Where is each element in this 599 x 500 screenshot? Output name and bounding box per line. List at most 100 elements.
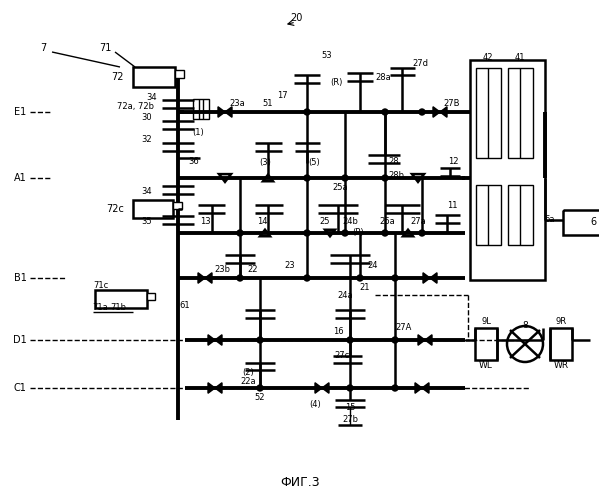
Circle shape xyxy=(382,109,388,115)
Text: (P): (P) xyxy=(352,228,364,237)
Text: 20: 20 xyxy=(290,13,302,23)
Text: 72: 72 xyxy=(111,72,124,82)
Circle shape xyxy=(347,337,353,343)
Text: 23: 23 xyxy=(285,262,295,270)
Circle shape xyxy=(392,385,398,391)
Text: 22: 22 xyxy=(248,266,258,274)
Bar xyxy=(147,293,155,300)
Text: 28b: 28b xyxy=(388,170,404,179)
Text: C1: C1 xyxy=(14,383,26,393)
Circle shape xyxy=(237,230,243,236)
Text: 16: 16 xyxy=(332,328,343,336)
Text: (3): (3) xyxy=(259,158,271,166)
Text: E1: E1 xyxy=(14,107,26,117)
Text: 72c: 72c xyxy=(106,204,124,214)
Polygon shape xyxy=(215,335,222,345)
Text: 71c: 71c xyxy=(93,282,108,290)
Text: 13: 13 xyxy=(199,218,210,226)
Polygon shape xyxy=(198,273,205,283)
Text: 32: 32 xyxy=(141,136,152,144)
Text: 53: 53 xyxy=(322,50,332,59)
Text: 72a, 72b: 72a, 72b xyxy=(117,102,154,110)
Text: 6a: 6a xyxy=(544,214,555,224)
Text: 27B: 27B xyxy=(444,100,460,108)
Circle shape xyxy=(342,175,348,181)
Bar xyxy=(173,202,182,209)
Text: A1: A1 xyxy=(14,173,26,183)
Circle shape xyxy=(357,275,363,281)
Bar xyxy=(175,70,184,78)
Bar xyxy=(193,99,209,119)
Polygon shape xyxy=(440,107,447,117)
Text: 6: 6 xyxy=(590,217,596,227)
Text: 27A: 27A xyxy=(395,324,412,332)
Text: 27b: 27b xyxy=(342,416,358,424)
Text: WL: WL xyxy=(479,360,493,370)
Circle shape xyxy=(342,230,348,236)
Text: 34: 34 xyxy=(141,188,152,196)
Text: 30: 30 xyxy=(141,112,152,122)
Polygon shape xyxy=(205,273,212,283)
Text: 71a: 71a xyxy=(92,304,108,312)
Text: ФИГ.3: ФИГ.3 xyxy=(280,476,320,488)
Polygon shape xyxy=(423,273,430,283)
Text: 71b: 71b xyxy=(110,304,126,312)
Circle shape xyxy=(304,109,310,115)
Bar xyxy=(133,200,173,218)
Circle shape xyxy=(382,175,388,181)
Text: 35: 35 xyxy=(141,218,152,226)
Text: 28a: 28a xyxy=(375,72,391,82)
Text: 22a: 22a xyxy=(240,378,256,386)
Text: 28: 28 xyxy=(388,158,398,166)
Text: 17: 17 xyxy=(277,90,288,100)
Bar xyxy=(550,328,572,360)
Text: 71: 71 xyxy=(99,43,111,53)
Bar xyxy=(470,60,545,280)
Text: 51: 51 xyxy=(263,100,273,108)
Polygon shape xyxy=(430,273,437,283)
Polygon shape xyxy=(315,383,322,393)
Polygon shape xyxy=(422,383,429,393)
Text: 52: 52 xyxy=(255,392,265,402)
Text: D1: D1 xyxy=(13,335,27,345)
Circle shape xyxy=(419,230,425,236)
Text: 15: 15 xyxy=(345,404,355,412)
Polygon shape xyxy=(425,335,432,345)
Bar xyxy=(476,185,501,245)
Text: 42: 42 xyxy=(483,52,493,62)
Circle shape xyxy=(392,275,398,281)
Circle shape xyxy=(257,385,263,391)
Circle shape xyxy=(419,109,425,115)
Text: 7: 7 xyxy=(40,43,46,53)
Text: (1): (1) xyxy=(192,128,204,138)
Polygon shape xyxy=(215,383,222,393)
Circle shape xyxy=(304,275,310,281)
Text: 34: 34 xyxy=(146,94,157,102)
Bar xyxy=(475,328,497,360)
Text: 9R: 9R xyxy=(555,318,567,326)
Text: WR: WR xyxy=(553,360,568,370)
Text: 41: 41 xyxy=(515,52,525,62)
Polygon shape xyxy=(415,383,422,393)
Text: 12: 12 xyxy=(448,158,458,166)
Text: 61: 61 xyxy=(180,300,190,310)
Text: (2): (2) xyxy=(242,368,254,376)
Text: 23b: 23b xyxy=(214,266,230,274)
Text: (5): (5) xyxy=(308,158,320,166)
Text: 27a: 27a xyxy=(410,218,426,226)
Text: 26a: 26a xyxy=(379,218,395,226)
Polygon shape xyxy=(418,335,425,345)
Text: 27d: 27d xyxy=(412,58,428,68)
Text: 36: 36 xyxy=(189,158,199,166)
Text: 24b: 24b xyxy=(342,218,358,226)
Text: 9L: 9L xyxy=(481,318,491,326)
Text: 11: 11 xyxy=(447,200,457,209)
Polygon shape xyxy=(208,335,215,345)
Bar xyxy=(95,290,147,308)
Polygon shape xyxy=(322,383,329,393)
Bar xyxy=(508,185,533,245)
Polygon shape xyxy=(208,383,215,393)
Text: 24a: 24a xyxy=(337,290,353,300)
Text: 21: 21 xyxy=(360,284,370,292)
Circle shape xyxy=(382,230,388,236)
